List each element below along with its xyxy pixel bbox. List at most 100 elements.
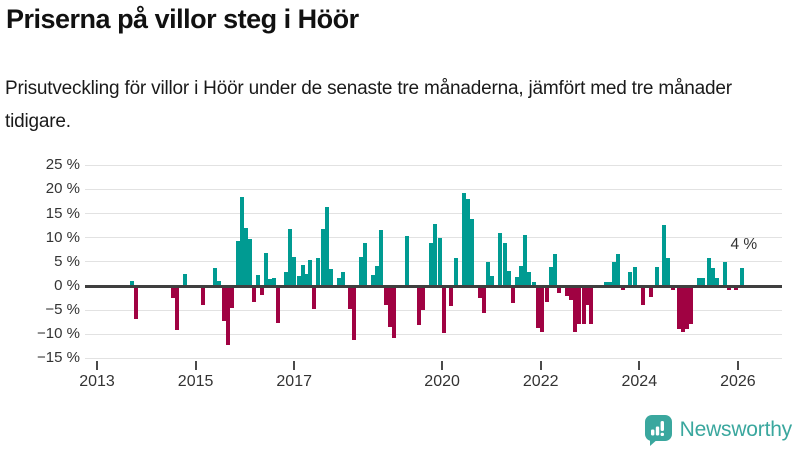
bar-negative <box>684 286 689 329</box>
bar-positive <box>216 280 221 286</box>
bar-positive <box>662 224 667 286</box>
bar-positive <box>612 262 617 286</box>
bar-positive <box>255 274 260 286</box>
bar-positive <box>470 218 475 286</box>
bar-positive <box>437 238 442 286</box>
bar-negative <box>688 286 693 325</box>
x-axis-tick-label: 2015 <box>177 373 214 390</box>
gridline <box>85 357 782 359</box>
bar-positive <box>271 277 276 286</box>
gridline <box>85 333 782 335</box>
bar-positive <box>666 257 671 286</box>
bar-negative <box>312 286 317 310</box>
x-axis-tick-label: 2013 <box>79 373 115 390</box>
bar-negative <box>640 286 645 305</box>
bar-positive <box>506 270 511 286</box>
bar-positive <box>515 276 520 286</box>
bar-positive <box>498 233 503 286</box>
bar-negative <box>585 286 590 305</box>
bar-negative <box>536 286 541 329</box>
gridline <box>85 309 782 311</box>
bar-negative <box>259 286 264 295</box>
bar-positive <box>358 257 363 286</box>
bar-positive <box>654 266 659 286</box>
bar-positive <box>485 261 490 286</box>
bar-negative <box>175 286 180 331</box>
bar-negative <box>481 286 486 314</box>
bar-positive <box>523 235 528 286</box>
bar-negative <box>229 286 234 308</box>
bar-negative <box>569 286 574 300</box>
bar-negative <box>620 286 625 290</box>
zero-axis-line <box>85 284 782 288</box>
bar-positive <box>296 275 301 286</box>
bar-positive <box>129 281 134 286</box>
y-axis-tick-label: 25 % <box>45 156 80 174</box>
bar-negative <box>564 286 569 296</box>
bar-positive <box>284 272 289 286</box>
bar-positive <box>429 242 434 286</box>
bar-positive <box>304 273 309 286</box>
bar-positive <box>632 266 637 286</box>
bar-negative <box>383 286 388 305</box>
bar-positive <box>552 253 557 286</box>
bar-positive <box>700 277 705 286</box>
y-axis-tick-label: 5 % <box>54 252 80 270</box>
bar-negative <box>676 286 681 329</box>
bar-positive <box>371 274 376 286</box>
bar-positive <box>518 265 523 286</box>
bar-positive <box>696 277 701 286</box>
page-title: Priserna på villor steg i Höör <box>6 4 359 34</box>
bar-positive <box>379 230 384 286</box>
bar-negative <box>352 286 357 340</box>
newsworthy-logo-icon <box>644 415 672 446</box>
bar-positive <box>531 281 536 286</box>
x-axis-tick <box>736 361 739 370</box>
gridline <box>85 188 782 190</box>
bar-positive <box>706 257 711 286</box>
bar-positive <box>212 268 217 286</box>
bar-positive <box>489 275 494 286</box>
x-axis-tick <box>441 361 444 370</box>
bar-negative <box>221 286 226 322</box>
bar-negative <box>589 286 594 325</box>
bar-negative <box>347 286 352 309</box>
x-axis-tick <box>638 361 641 370</box>
bar-negative <box>581 286 586 325</box>
bar-positive <box>247 239 252 286</box>
bar-positive <box>548 267 553 286</box>
x-axis-tick-label: 2020 <box>424 373 460 390</box>
bar-positive <box>316 258 321 286</box>
bar-positive <box>404 235 409 286</box>
bar-positive <box>739 268 744 286</box>
bar-positive <box>616 253 621 286</box>
y-axis-tick-label: 20 % <box>45 180 80 198</box>
bar-positive <box>328 268 333 286</box>
bar-negative <box>680 286 685 333</box>
bar-positive <box>337 278 342 286</box>
newsworthy-brand: Newsworthy <box>644 415 793 446</box>
newsworthy-brand-label: Newsworthy <box>679 418 793 441</box>
bar-negative <box>171 286 176 299</box>
bar-positive <box>723 261 728 286</box>
bar-negative <box>275 286 280 324</box>
bar-positive <box>433 223 438 286</box>
bar-negative <box>727 286 732 290</box>
y-axis-tick-label: −10 % <box>37 325 80 343</box>
bar-negative <box>251 286 256 302</box>
bar-negative <box>477 286 482 299</box>
gridline <box>85 164 782 166</box>
bar-negative <box>387 286 392 328</box>
bar-negative <box>670 286 675 290</box>
bar-positive <box>341 271 345 286</box>
bar-positive <box>461 193 466 286</box>
bar-positive <box>324 207 329 286</box>
bar-positive <box>300 265 305 286</box>
bar-positive <box>320 229 325 286</box>
bar-positive <box>363 242 368 286</box>
bar-negative <box>441 286 446 334</box>
bar-positive <box>628 271 633 286</box>
bar-positive <box>288 229 293 286</box>
bar-negative <box>449 286 454 306</box>
